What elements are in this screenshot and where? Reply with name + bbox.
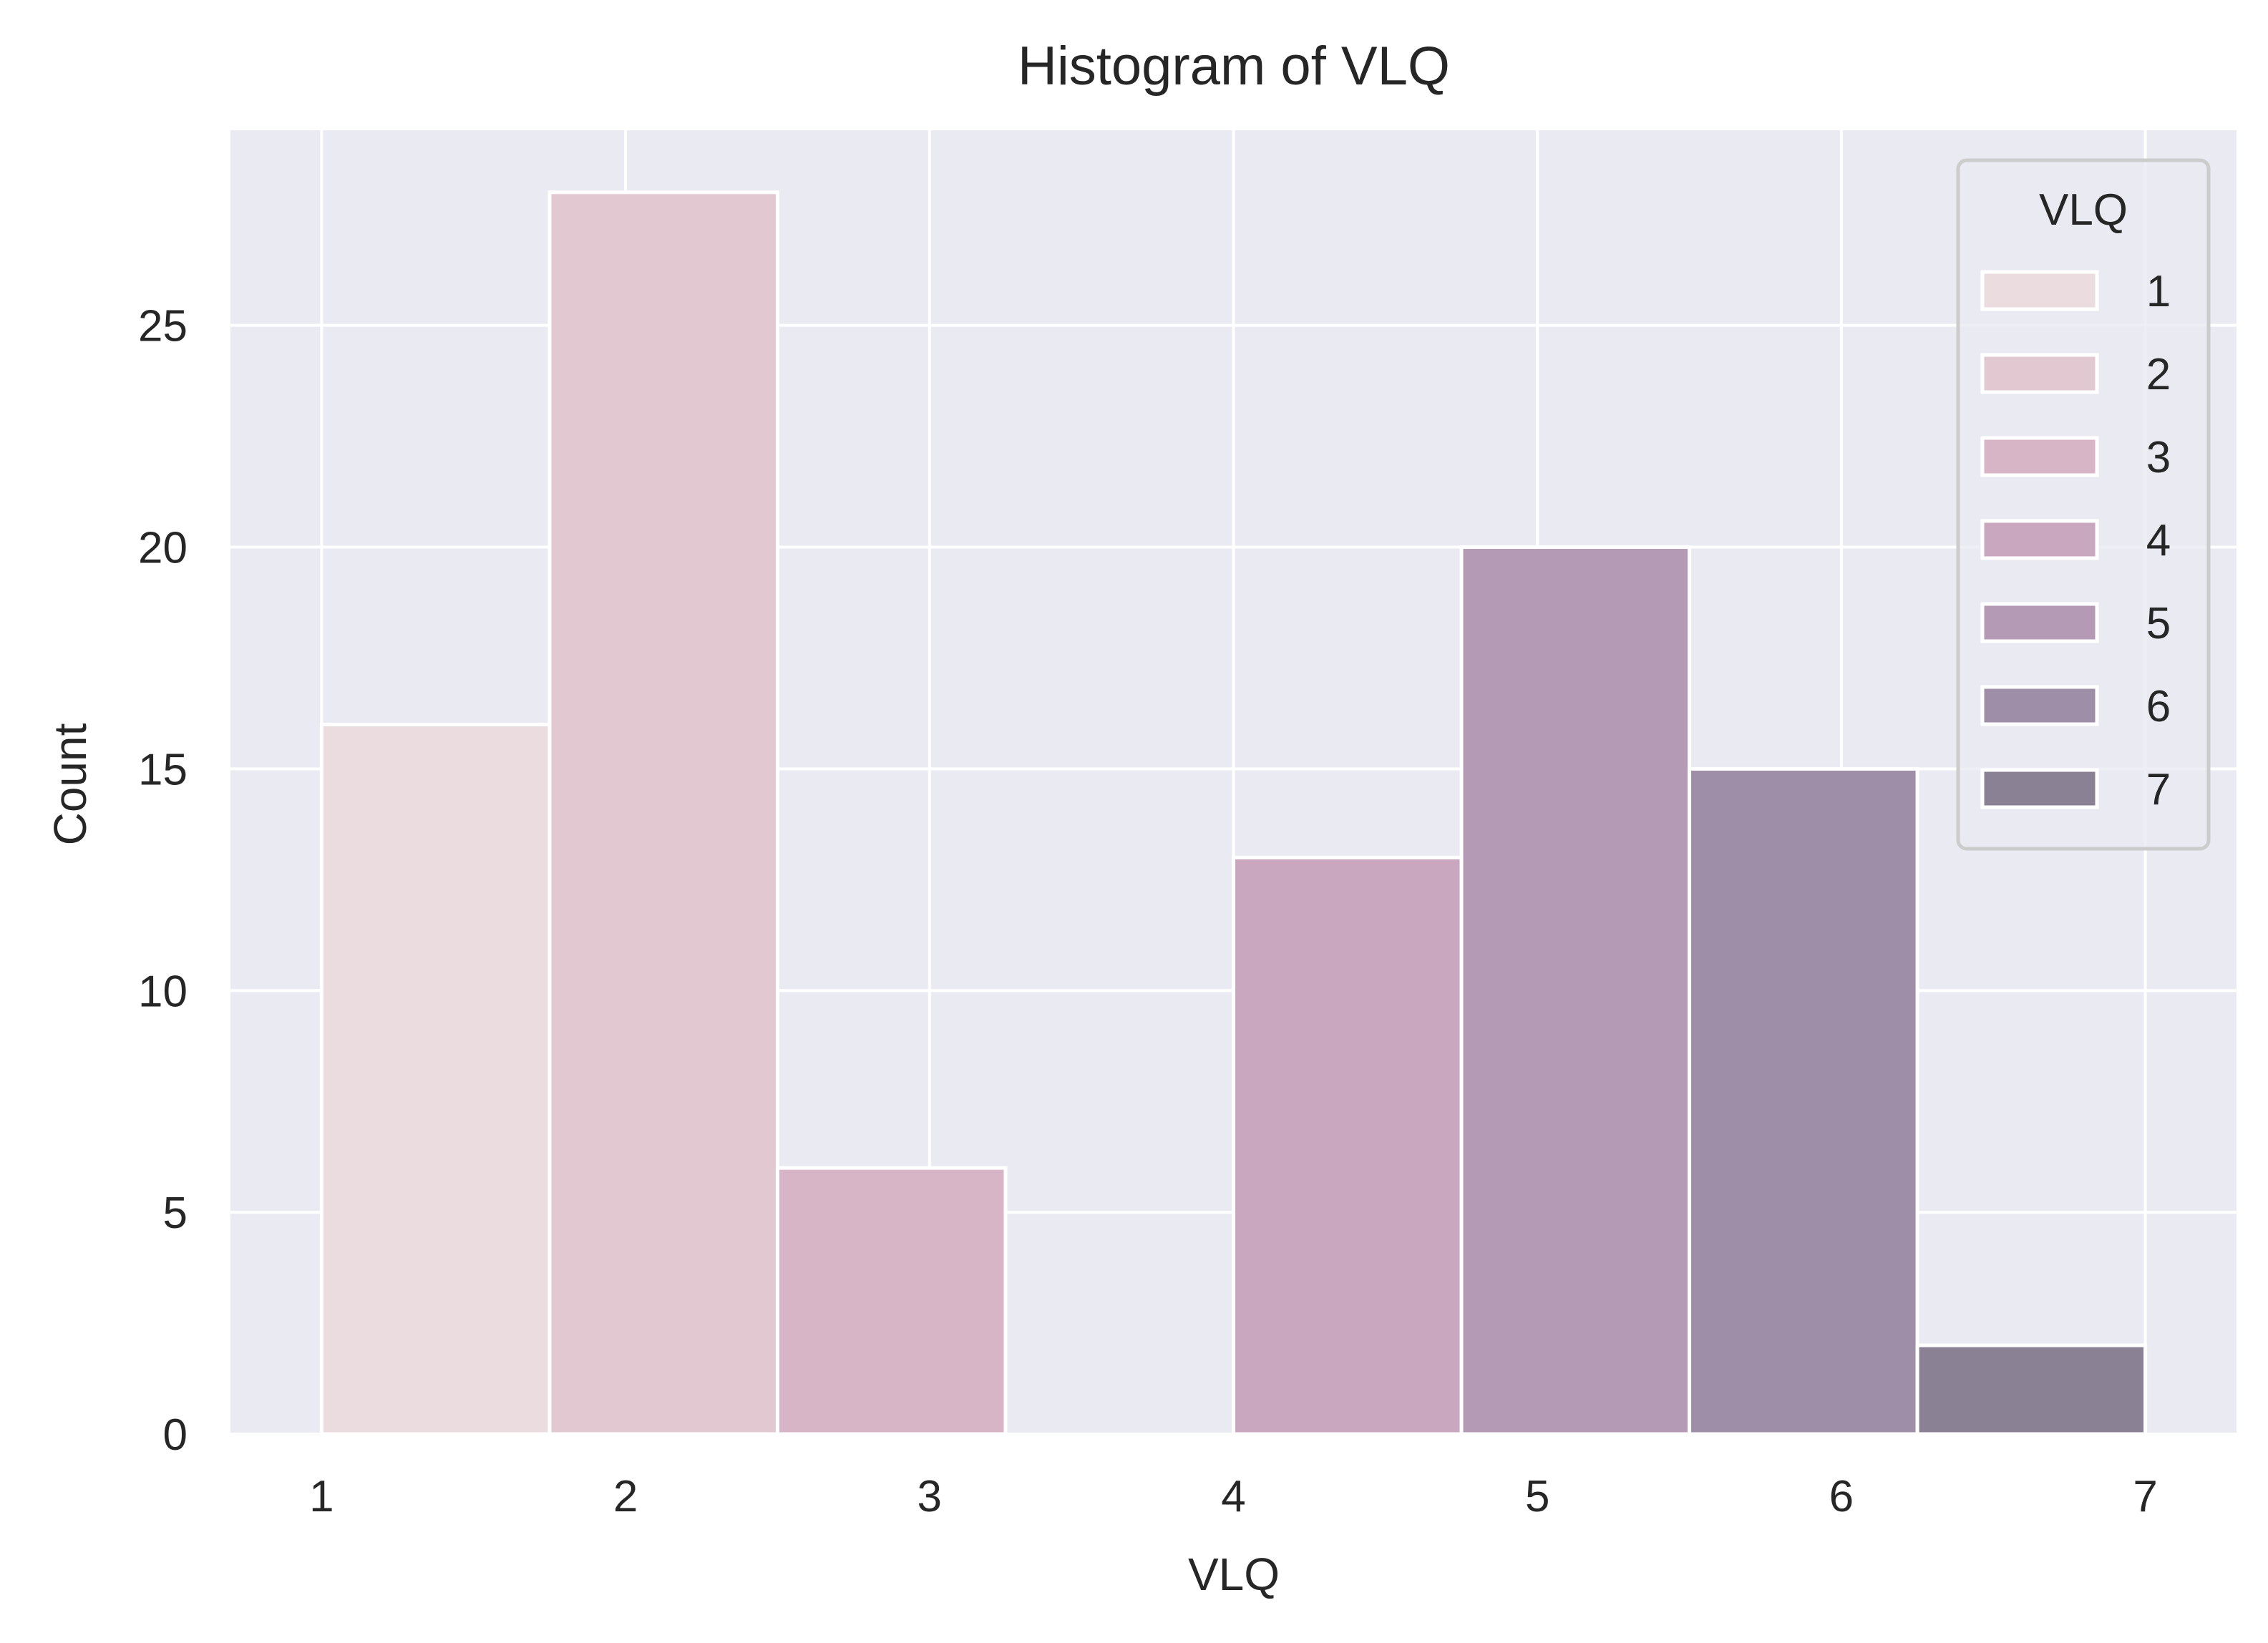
y-tick-label: 0: [163, 1410, 188, 1460]
legend-title: VLQ: [2039, 185, 2128, 235]
legend-label-2: 2: [2146, 350, 2171, 399]
x-tick-label: 2: [613, 1472, 638, 1521]
y-tick-label: 15: [138, 745, 188, 794]
bar-8: [1915, 1343, 2148, 1436]
legend-label-3: 3: [2146, 433, 2171, 482]
legend-swatch-3: [1980, 436, 2099, 477]
x-tick-label: 7: [2133, 1472, 2157, 1521]
y-tick-label: 5: [163, 1189, 188, 1238]
bars: [319, 190, 2148, 1436]
bar-7: [1688, 766, 1919, 1436]
legend-swatch-2: [1980, 353, 2099, 394]
bar-5: [1232, 855, 1464, 1436]
legend-label-4: 4: [2146, 516, 2171, 565]
y-tick-labels: 0 5 10 15 20 25: [138, 302, 188, 1460]
y-tick-label: 10: [138, 967, 188, 1016]
y-axis-label: Count: [44, 723, 96, 845]
x-tick-label: 3: [918, 1472, 942, 1521]
bar-2: [547, 190, 779, 1436]
x-axis-label: VLQ: [1188, 1549, 1280, 1600]
legend-swatch-7: [1980, 768, 2099, 809]
bar-6: [1459, 545, 1692, 1436]
legend-label-5: 5: [2146, 599, 2171, 648]
legend-swatch-4: [1980, 519, 2099, 560]
legend-label-1: 1: [2146, 267, 2171, 316]
chart-title: Histogram of VLQ: [1018, 36, 1450, 97]
legend-label-6: 6: [2146, 682, 2171, 731]
x-tick-label: 4: [1221, 1472, 1245, 1521]
legend-swatch-5: [1980, 602, 2099, 643]
x-tick-label: 1: [309, 1472, 334, 1521]
y-tick-label: 25: [138, 302, 188, 351]
legend-entries: 1 2 3 4 5 6 7: [1980, 267, 2171, 814]
legend-swatch-6: [1980, 685, 2099, 726]
bar-3: [775, 1166, 1008, 1436]
y-tick-label: 20: [138, 524, 188, 573]
legend: VLQ 1 2 3 4 5 6 7: [1956, 158, 2211, 851]
legend-label-7: 7: [2146, 765, 2171, 814]
legend-swatch-1: [1980, 270, 2099, 311]
x-tick-label: 6: [1829, 1472, 1854, 1521]
legend-frame: [1956, 158, 2211, 851]
x-tick-label: 5: [1525, 1472, 1549, 1521]
x-tick-labels: 1 2 3 4 5 6 7: [309, 1472, 2158, 1521]
bar-1: [319, 722, 552, 1436]
